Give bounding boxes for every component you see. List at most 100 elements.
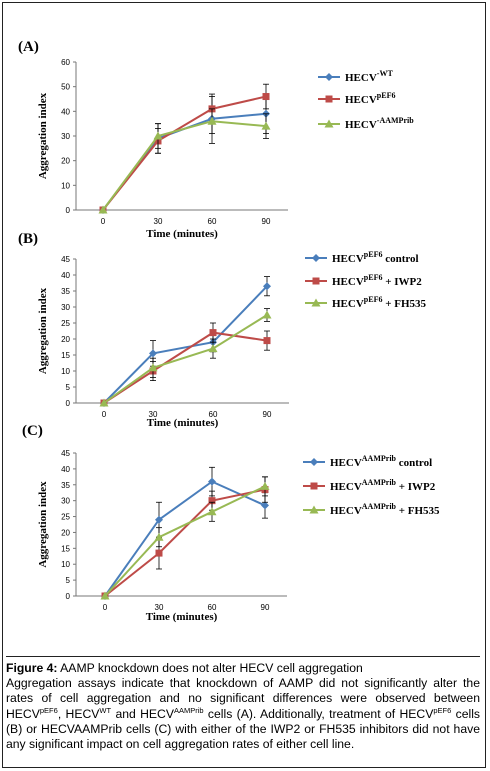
x-tick-label: 90 <box>263 410 272 419</box>
y-tick-label: 20 <box>61 335 70 344</box>
y-tick-label: 0 <box>66 206 71 215</box>
y-tick-label: 40 <box>61 271 70 280</box>
data-point <box>208 344 218 353</box>
y-tick-label: 10 <box>61 560 70 569</box>
series-1 <box>99 93 270 214</box>
data-point <box>263 337 271 345</box>
series-line <box>102 95 267 211</box>
x-tick-label: 30 <box>154 217 163 226</box>
x-tick-label: 0 <box>101 217 106 226</box>
legend-marker <box>311 298 321 307</box>
panel-label: (B) <box>18 231 38 247</box>
data-point <box>155 549 163 557</box>
y-tick-label: 5 <box>66 383 71 392</box>
legend-entry: HECVpEF6 + IWP2 <box>305 273 422 288</box>
series-line <box>103 314 268 404</box>
data-point <box>98 205 108 214</box>
y-tick-label: 20 <box>61 528 70 537</box>
y-axis-label: Aggregation index <box>37 481 49 568</box>
caption-text-1: Aggregation assays indicate that knockdo… <box>6 676 480 721</box>
x-axis-label: Time (minutes) <box>146 228 218 240</box>
y-axis-label: Aggregation index <box>37 92 49 179</box>
y-tick-label: 10 <box>61 367 70 376</box>
legend-marker <box>325 73 333 81</box>
caption-sup-1: pEF6 <box>39 705 58 715</box>
y-tick-label: 25 <box>61 513 70 522</box>
legend-label: HECVpEF6 control <box>332 250 419 265</box>
legend-label: HECVpEF6 + FH535 <box>332 295 426 310</box>
legend-marker <box>312 277 320 285</box>
legend-entry: HECV-AAMPrib <box>318 116 414 131</box>
data-point <box>99 398 109 407</box>
x-tick-label: 60 <box>208 217 217 226</box>
legend-label: HECVAAMPrib control <box>330 454 432 469</box>
x-tick-label: 90 <box>261 603 270 612</box>
legend-marker <box>309 505 319 514</box>
x-tick-label: 90 <box>262 217 271 226</box>
caption-text-2: , HECV <box>57 706 100 721</box>
data-point <box>261 501 269 510</box>
y-tick-label: 50 <box>61 83 70 92</box>
y-tick-label: 35 <box>61 481 70 490</box>
x-tick-label: 30 <box>149 410 158 419</box>
y-tick-label: 45 <box>61 449 70 458</box>
data-point <box>208 497 216 505</box>
series-line <box>104 485 266 597</box>
chart-panel-2: (B) 0 5 10 15 20 25 30 35 40 45 0 30 60 90 Time (minute… <box>18 231 426 429</box>
legend-entry: HECVpEF6 + FH535 <box>305 295 426 310</box>
y-axis-label: Aggregation index <box>37 287 49 374</box>
caption-text-5: cells (B) or HECVAAMPrib cells (C) with … <box>6 706 480 752</box>
caption-sup-4: pEF6 <box>433 705 452 715</box>
legend-entry: HECVpEF6 <box>318 91 395 106</box>
data-point <box>262 310 272 319</box>
y-tick-label: 0 <box>66 399 71 408</box>
figure-caption: Figure 4: AAMP knockdown does not alter … <box>6 656 480 752</box>
legend-marker <box>324 119 334 128</box>
series-3 <box>100 476 270 600</box>
data-point <box>154 532 164 541</box>
y-tick-label: 45 <box>61 255 70 264</box>
data-point <box>263 282 271 291</box>
caption-sup-3: AAMPrib <box>173 705 204 715</box>
y-tick-label: 30 <box>61 132 70 141</box>
caption-label: Figure 4: <box>6 661 58 675</box>
data-point <box>207 116 217 125</box>
data-point <box>148 363 158 372</box>
y-tick-label: 20 <box>61 157 70 166</box>
x-tick-label: 30 <box>155 603 164 612</box>
legend-entry: HECVAAMPrib + IWP2 <box>303 478 436 493</box>
x-tick-label: 60 <box>209 410 218 419</box>
legend-marker <box>310 458 318 466</box>
x-axis-label: Time (minutes) <box>147 417 219 429</box>
data-point <box>153 131 163 140</box>
y-tick-label: 15 <box>61 351 70 360</box>
legend-label: HECV-AAMPrib <box>345 116 414 131</box>
data-point <box>100 591 110 600</box>
data-point <box>260 481 270 490</box>
caption-text-3: and HECV <box>111 706 174 721</box>
caption-text-4: cells (A). Additionally, treatment of HE… <box>203 706 434 721</box>
legend-entry: HECVpEF6 control <box>305 250 419 265</box>
data-point <box>209 329 217 337</box>
data-point <box>155 515 163 524</box>
data-point <box>262 93 270 101</box>
y-tick-label: 35 <box>61 287 70 296</box>
y-tick-label: 10 <box>61 181 70 190</box>
x-axis-label: Time (minutes) <box>146 611 218 623</box>
legend-label: HECVAAMPrib + FH535 <box>330 502 440 517</box>
series-3 <box>99 308 272 407</box>
data-point <box>149 349 157 358</box>
y-tick-label: 15 <box>61 544 70 553</box>
y-tick-label: 40 <box>61 465 70 474</box>
data-point <box>207 507 217 516</box>
series-line <box>103 285 268 404</box>
series-line <box>103 331 268 404</box>
legend-label: HECVpEF6 + IWP2 <box>332 273 422 288</box>
legend-label: HECVAAMPrib + IWP2 <box>330 478 436 493</box>
chart-panel-1: (A) 0 10 20 30 40 50 60 0 30 60 90 Time (minutes) Agg… <box>18 39 414 240</box>
series-2 <box>100 322 271 407</box>
legend-entry: HECV-WT <box>318 69 393 84</box>
series-line <box>102 120 267 211</box>
